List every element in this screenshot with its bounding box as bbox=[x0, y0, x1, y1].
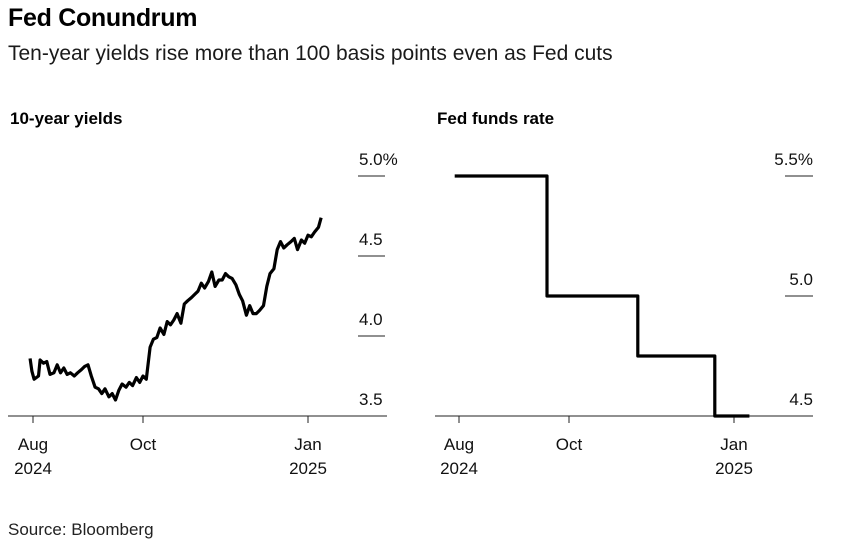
x-tick-year-label: 2024 bbox=[440, 459, 478, 478]
y-tick-label: 3.5 bbox=[359, 390, 383, 409]
x-tick-label: Jan bbox=[294, 435, 321, 454]
x-tick-label: Oct bbox=[130, 435, 157, 454]
series-line-fed-funds-rate bbox=[454, 174, 750, 418]
fed-funds-chart: 5.5% 5.0 4.5 Aug 2024 Oct Jan 2025 bbox=[435, 150, 813, 478]
y-tick-label: 5.0 bbox=[789, 270, 813, 289]
x-tick-year-label: 2024 bbox=[14, 459, 52, 478]
y-tick-label: 4.5 bbox=[789, 390, 813, 409]
x-tick-label: Oct bbox=[556, 435, 583, 454]
y-tick-label: 4.0 bbox=[359, 310, 383, 329]
x-tick-label: Jan bbox=[720, 435, 747, 454]
x-tick-year-label: 2025 bbox=[715, 459, 753, 478]
chart-title: Fed Conundrum bbox=[8, 4, 198, 32]
y-tick-label: 4.5 bbox=[359, 230, 383, 249]
x-tick-label: Aug bbox=[444, 435, 474, 454]
chart-subtitle: Ten-year yields rise more than 100 basis… bbox=[8, 42, 613, 65]
source-note: Source: Bloomberg bbox=[8, 520, 154, 539]
y-tick-label: 5.5% bbox=[774, 150, 813, 169]
panel-title-yields: 10-year yields bbox=[10, 109, 123, 128]
x-tick-label: Aug bbox=[18, 435, 48, 454]
x-tick-year-label: 2025 bbox=[289, 459, 327, 478]
yields-chart: 5.0% 4.5 4.0 3.5 Aug 2024 Oct Jan 2025 bbox=[8, 150, 398, 478]
panel-title-fed-funds: Fed funds rate bbox=[437, 109, 555, 128]
series-line-ten-year-yield bbox=[28, 217, 323, 402]
y-tick-label: 5.0% bbox=[359, 150, 398, 169]
